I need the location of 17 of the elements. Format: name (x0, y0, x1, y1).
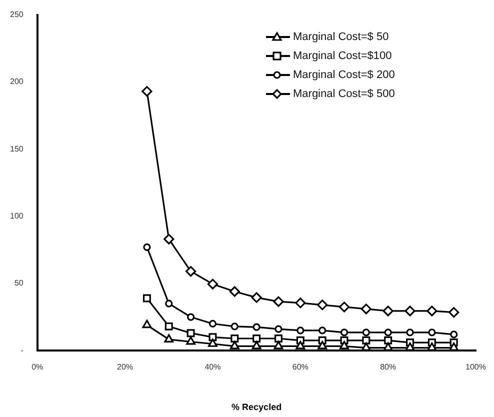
y-tick-label: 100 (10, 211, 24, 220)
x-tick-label: 100% (466, 362, 486, 372)
x-tick-label: 20% (117, 362, 134, 372)
y-tick-label: 250 (10, 10, 24, 20)
legend-label: Marginal Cost=$ 50 (293, 31, 389, 43)
y-tick-label: 150 (10, 144, 24, 154)
y-tick-label: 200 (10, 77, 24, 86)
y-tick-label: 50 (14, 278, 24, 288)
x-tick-label: 40% (204, 362, 221, 372)
y-tick-label: - (20, 346, 24, 355)
x-tick-label: 0% (32, 362, 44, 372)
x-tick-label: 80% (380, 362, 396, 372)
legend-label: Marginal Cost=$ 200 (293, 69, 395, 81)
x-axis-title: % Recycled (232, 402, 282, 412)
x-tick-label: 60% (292, 362, 308, 372)
legend-label: Marginal Cost=$100 (293, 50, 392, 62)
legend-label: Marginal Cost=$ 500 (293, 88, 395, 100)
